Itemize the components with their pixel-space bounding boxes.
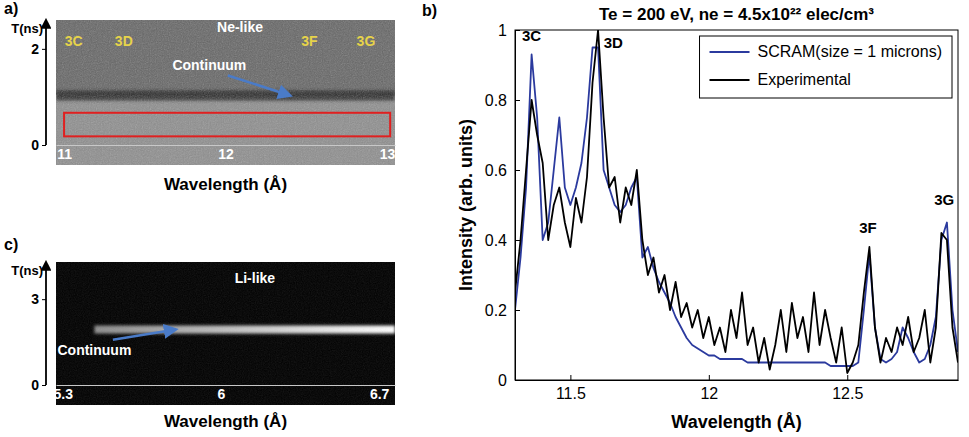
y-tick: 0	[31, 137, 46, 153]
image-grain	[56, 262, 395, 405]
legend: SCRAM(size = 1 microns) Experimental	[700, 36, 952, 98]
x-axis-line	[57, 385, 396, 386]
line-label: Ne-like	[217, 19, 263, 35]
y-tick-mark	[42, 299, 46, 300]
y-tick-label: 3	[31, 291, 39, 307]
x-tick-label: 11.5	[556, 385, 586, 402]
x-tick-label: 5.3	[54, 386, 74, 402]
y-axis-title: T(ns)	[11, 21, 43, 36]
line-label: 3G	[934, 191, 954, 208]
y-axis-title: Intensity (arb. units)	[456, 119, 476, 291]
x-axis-title: Wavelength (Å)	[671, 412, 801, 432]
y-tick-label: 0.6	[485, 162, 507, 179]
line-label: 3D	[115, 33, 133, 49]
x-tick: 6.7	[370, 385, 390, 402]
panel-label: c)	[4, 236, 18, 253]
line-label: 3F	[301, 33, 318, 49]
y-tick-label: 0	[31, 377, 39, 393]
y-tick-label: 0	[31, 137, 39, 153]
y-axis-line	[45, 262, 47, 385]
image-background	[56, 262, 395, 405]
image-grain	[56, 20, 395, 165]
y-tick-label: 0.8	[485, 92, 507, 109]
y-tick-mark	[515, 240, 520, 241]
legend-swatch	[710, 79, 750, 81]
legend-box	[700, 36, 952, 98]
figure: 11.5 12 12.5 0 0.2 0.4 0.6 0.8 1 3C 3D 3F 3G Te = 200…	[0, 0, 969, 437]
y-tick-mark	[515, 100, 520, 101]
x-tick: 11.5	[556, 375, 586, 402]
x-tick-label: 11	[57, 146, 72, 162]
panel-label: a)	[4, 0, 18, 17]
plot-frame	[515, 30, 958, 380]
legend-swatch	[710, 51, 750, 53]
x-tick-label: 6	[218, 386, 226, 402]
y-tick-mark	[515, 170, 520, 171]
y-axis-line	[45, 20, 47, 145]
plot-background	[515, 30, 958, 380]
y-tick: 0	[31, 377, 46, 393]
legend-label: SCRAM(size = 1 microns)	[758, 43, 942, 60]
streak-panel: 11 12 13 0 2 T(ns) 3C 3D Ne-like 3F 3G Continuum a) W…	[4, 0, 396, 194]
y-tick-mark	[42, 385, 46, 386]
line-label: Li-like	[235, 270, 276, 286]
x-tick-label: 13	[380, 146, 396, 162]
annotation-arrow	[228, 75, 290, 95]
y-tick-label: 0.2	[485, 302, 507, 319]
y-tick-label: 0.4	[485, 232, 507, 249]
annotation-label: Continuum	[57, 342, 131, 358]
y-tick-label: 0	[498, 372, 507, 389]
y-tick-mark	[515, 310, 520, 311]
y-tick-label: 1	[498, 22, 507, 39]
y-tick-label: 2	[31, 41, 39, 57]
x-axis-title: Wavelength (Å)	[164, 412, 287, 431]
image-area	[56, 262, 395, 405]
y-tick-mark	[42, 145, 46, 146]
line-label: 3C	[65, 33, 83, 49]
line-label: 3F	[859, 219, 877, 236]
x-tick: 5.3	[54, 385, 74, 402]
x-axis-title: Wavelength (Å)	[164, 175, 287, 194]
y-tick-mark	[42, 49, 46, 50]
x-tick: 6	[218, 385, 226, 402]
x-tick-label: 12	[700, 385, 718, 402]
legend-label: Experimental	[758, 71, 851, 88]
x-tick-mark	[847, 375, 848, 380]
x-tick-mark	[570, 375, 571, 380]
x-tick: 12	[700, 375, 718, 402]
annotation-arrow	[113, 330, 176, 340]
x-tick-label: 6.7	[370, 386, 390, 402]
x-tick: 12.5	[832, 375, 863, 402]
plot-marks	[515, 30, 958, 373]
x-tick: 11	[57, 145, 72, 162]
highlight-region	[64, 113, 390, 137]
line-label: 3D	[604, 34, 623, 51]
annotation-label: Continuum	[172, 57, 246, 73]
streak-panel: 5.3 6 6.7 0 3 T(ns) Li-like Continuum c) Waveleng…	[4, 236, 396, 431]
line-panel: 11.5 12 12.5 0 0.2 0.4 0.6 0.8 1 3C 3D 3F 3G Te = 200…	[422, 2, 959, 432]
y-tick: 3	[31, 291, 46, 307]
image-background	[56, 20, 395, 165]
x-tick-label: 12	[218, 146, 234, 162]
x-tick: 13	[380, 145, 396, 162]
line-label: 3C	[522, 27, 541, 44]
image-area	[56, 20, 395, 165]
panel-label: b)	[422, 2, 437, 19]
y-tick: 2	[31, 41, 46, 57]
x-tick-label: 12.5	[832, 385, 863, 402]
series-line	[515, 30, 958, 373]
line-label: 3G	[357, 33, 376, 49]
y-axis-title: T(ns)	[11, 263, 43, 278]
x-tick-mark	[709, 375, 710, 380]
x-tick: 12	[218, 145, 234, 162]
chart-title: Te = 200 eV, ne = 4.5x10²² elec/cm³	[599, 5, 874, 24]
